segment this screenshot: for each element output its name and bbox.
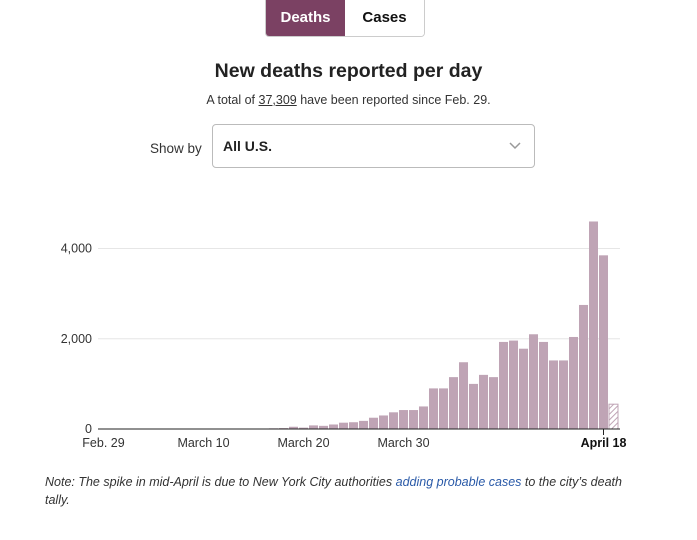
x-tick-label: March 30 (377, 436, 429, 450)
chart-bar (389, 412, 398, 429)
deaths-tab[interactable]: Deaths (266, 0, 345, 36)
chart-bar (589, 221, 598, 429)
chart-bar (349, 422, 358, 429)
chart-bar (459, 362, 468, 429)
chart-bar (489, 377, 498, 429)
chart-title: New deaths reported per day (214, 60, 483, 82)
probable-cases-link[interactable]: adding probable cases (395, 475, 522, 489)
deaths-bar-chart: 0 2,000 4,000 Feb. 29 March 10 March 20 March … (61, 221, 627, 450)
chart-bar (399, 410, 408, 429)
chart-bar (499, 341, 508, 429)
chart-bar (299, 427, 308, 429)
chart-bar-partial (608, 403, 619, 430)
region-select[interactable]: All U.S. (212, 124, 535, 168)
chevron-down-icon (509, 142, 521, 150)
chart-bar (579, 304, 588, 429)
chart-bar (309, 425, 318, 429)
x-tick-label: April 18 (581, 436, 627, 450)
x-tick-label: March 10 (177, 436, 229, 450)
chart-bar (449, 377, 458, 429)
chart-bar (509, 340, 518, 429)
chart-bar (369, 417, 378, 429)
chart-bar (599, 255, 608, 429)
subtitle-suffix: have been reported since Feb. 29. (300, 93, 491, 107)
chart-bar (529, 334, 538, 429)
chart-bar (479, 374, 488, 429)
x-tick-label: March 20 (277, 436, 329, 450)
region-select-value: All U.S. (223, 138, 273, 154)
chart-bar (379, 415, 388, 429)
chart-bar (519, 348, 528, 429)
chart-note: Note: The spike in mid-April is due to N… (45, 473, 645, 509)
chart-bar (549, 360, 558, 429)
chart-bar (569, 336, 578, 429)
chart-subtitle: A total of 37,309 have been reported sin… (0, 93, 697, 107)
y-tick-label: 2,000 (61, 332, 92, 346)
chart-bar (319, 425, 328, 429)
chart-bar (359, 420, 368, 429)
show-by-label: Show by (150, 141, 202, 156)
y-tick-label: 4,000 (61, 242, 92, 256)
x-tick-label: Feb. 29 (82, 436, 124, 450)
note-text-before: Note: The spike in mid-April is due to N… (45, 475, 393, 489)
subtitle-prefix: A total of (206, 93, 256, 107)
chart-bar (559, 360, 568, 429)
cases-tab[interactable]: Cases (345, 0, 424, 36)
chart-bar (329, 424, 338, 429)
chart-bar (339, 422, 348, 429)
chart-bar (439, 388, 448, 429)
note-text-after: to the city’s death tally. (45, 475, 622, 507)
chart-bar (409, 410, 418, 429)
chart-bar (469, 383, 478, 429)
chart-bar (419, 406, 428, 429)
chart-bar (289, 426, 298, 429)
y-tick-label: 0 (85, 422, 92, 436)
chart-bar (539, 341, 548, 429)
metric-toggle: Deaths Cases (265, 0, 425, 37)
total-count: 37,309 (258, 93, 297, 107)
chart-bar (429, 388, 438, 429)
